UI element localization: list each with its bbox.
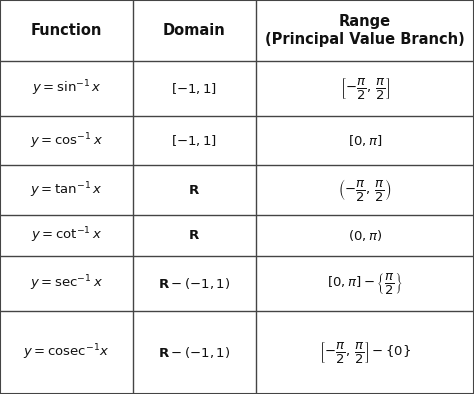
Text: $\mathbf{R}$: $\mathbf{R}$ xyxy=(188,229,201,242)
Text: $y = \sin^{-1} x$: $y = \sin^{-1} x$ xyxy=(32,79,101,98)
Text: Range
(Principal Value Branch): Range (Principal Value Branch) xyxy=(265,14,465,47)
Text: $\left(-\dfrac{\pi}{2},\, \dfrac{\pi}{2}\right)$: $\left(-\dfrac{\pi}{2},\, \dfrac{\pi}{2}… xyxy=(338,177,392,203)
Text: $y = \cot^{-1} x$: $y = \cot^{-1} x$ xyxy=(31,226,102,245)
Text: $\mathbf{R} - (-1, 1)$: $\mathbf{R} - (-1, 1)$ xyxy=(158,345,230,360)
Text: $[0, \pi]$: $[0, \pi]$ xyxy=(348,133,382,149)
Text: Domain: Domain xyxy=(163,23,226,38)
Text: $\mathbf{R}$: $\mathbf{R}$ xyxy=(188,184,201,197)
Text: $y = \mathrm{cosec}^{-1} x$: $y = \mathrm{cosec}^{-1} x$ xyxy=(23,343,109,362)
Text: Function: Function xyxy=(31,23,102,38)
Text: $\left[-\dfrac{\pi}{2},\, \dfrac{\pi}{2}\right] - \{0\}$: $\left[-\dfrac{\pi}{2},\, \dfrac{\pi}{2}… xyxy=(319,340,411,365)
Text: $[0, \pi] - \left\{\dfrac{\pi}{2}\right\}$: $[0, \pi] - \left\{\dfrac{\pi}{2}\right\… xyxy=(327,271,403,296)
Text: $[-1, 1]$: $[-1, 1]$ xyxy=(171,81,218,96)
Text: $y = \cos^{-1} x$: $y = \cos^{-1} x$ xyxy=(30,131,103,151)
Text: $\mathbf{R} - (-1, 1)$: $\mathbf{R} - (-1, 1)$ xyxy=(158,276,230,291)
Text: $y = \tan^{-1} x$: $y = \tan^{-1} x$ xyxy=(30,180,102,200)
Text: $\left[-\dfrac{\pi}{2},\, \dfrac{\pi}{2}\right]$: $\left[-\dfrac{\pi}{2},\, \dfrac{\pi}{2}… xyxy=(340,76,390,101)
Text: $[-1, 1]$: $[-1, 1]$ xyxy=(171,133,218,149)
Text: $y = \sec^{-1} x$: $y = \sec^{-1} x$ xyxy=(30,274,103,294)
Text: $(0, \pi)$: $(0, \pi)$ xyxy=(348,228,382,243)
